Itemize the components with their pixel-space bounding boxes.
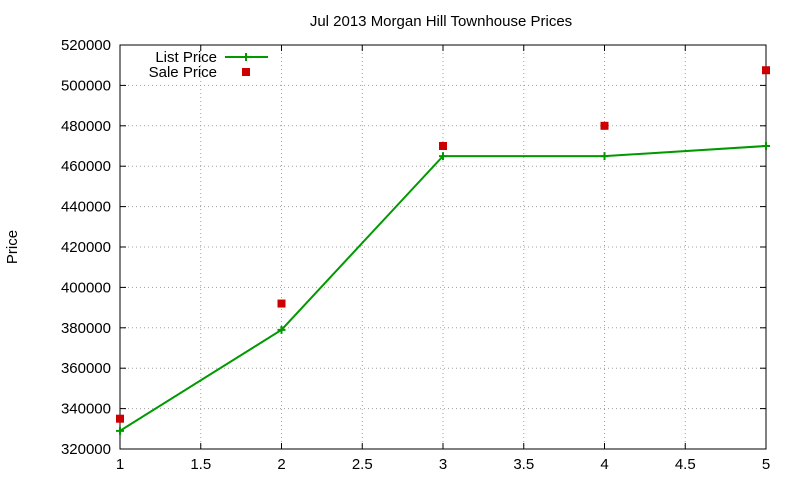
data-point-plus: [277, 325, 286, 334]
tick-labels: 1 1.5 2 2.5 3 3.5 4 4.5 5 320000 340000 360000 38000…: [61, 37, 770, 473]
data-point-plus: [762, 142, 770, 150]
y-tick-label: 460000: [61, 158, 111, 175]
x-tick-label: 2: [277, 456, 285, 473]
series-marks: [116, 66, 770, 435]
series-line: [119, 145, 767, 432]
x-tick-label: 5: [762, 456, 770, 473]
y-tick-label: 520000: [61, 37, 111, 54]
legend-label: List Price: [155, 49, 217, 66]
plot-frame: [119, 44, 767, 450]
y-tick-label: 480000: [61, 118, 111, 135]
y-tick-label: 400000: [61, 279, 111, 296]
y-tick-label: 360000: [61, 360, 111, 377]
x-tick-label: 4: [600, 456, 608, 473]
data-point-square: [116, 414, 124, 423]
x-tick-label: 2.5: [352, 456, 373, 473]
data-point-square: [600, 121, 609, 130]
x-tick-label: 4.5: [675, 456, 696, 473]
data-point-square: [762, 66, 770, 75]
axes: [119, 44, 767, 450]
y-tick-label: 500000: [61, 77, 111, 94]
x-tick-label: 3.5: [513, 456, 534, 473]
data-point-plus: [116, 426, 124, 435]
y-axis-label: Price: [4, 230, 21, 264]
legend-label: Sale Price: [149, 64, 217, 81]
y-tick-label: 420000: [61, 239, 111, 256]
x-tick-label: 1: [116, 456, 124, 473]
y-tick-label: 380000: [61, 320, 111, 337]
x-tick-label: 1.5: [190, 456, 211, 473]
legend-plus-marker: [242, 53, 250, 61]
x-tick-label: 3: [439, 456, 447, 473]
chart-title: Jul 2013 Morgan Hill Townhouse Prices: [310, 13, 572, 30]
y-tick-label: 440000: [61, 199, 111, 216]
data-point-square: [277, 299, 286, 308]
y-tick-label: 320000: [61, 441, 111, 458]
series-sale-price: [116, 66, 770, 423]
y-tick-label: 340000: [61, 401, 111, 418]
series-list-price: [116, 142, 770, 435]
data-point-plus: [600, 152, 609, 161]
legend-square-marker: [242, 68, 250, 76]
data-point-square: [439, 142, 447, 150]
grid-lines: [120, 45, 766, 449]
data-point-plus: [439, 152, 447, 161]
